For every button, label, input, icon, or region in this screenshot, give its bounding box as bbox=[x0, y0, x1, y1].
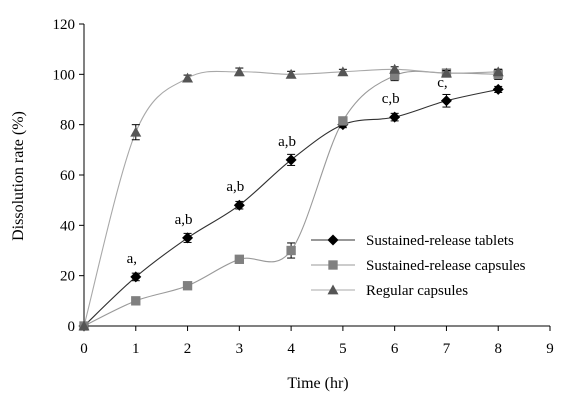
x-tick-label: 9 bbox=[546, 341, 554, 357]
annotation-label: c,b bbox=[382, 91, 400, 107]
annotation-label: a,b bbox=[226, 179, 244, 195]
data-point-0 bbox=[440, 95, 452, 107]
x-tick-label: 6 bbox=[391, 341, 399, 357]
x-tick-label: 2 bbox=[184, 341, 192, 357]
series-line-2 bbox=[83, 68, 499, 327]
legend-label-2: Regular capsules bbox=[366, 283, 468, 299]
data-point-1 bbox=[131, 296, 141, 306]
x-tick-label: 4 bbox=[287, 341, 295, 357]
data-point-1 bbox=[286, 245, 296, 256]
data-point-0 bbox=[233, 199, 245, 211]
legend-marker-2 bbox=[327, 284, 339, 295]
x-tick-label: 1 bbox=[132, 341, 140, 357]
data-point-2 bbox=[285, 68, 297, 79]
legend-marker-0 bbox=[327, 234, 339, 246]
y-axis-title: Dissolution rate (%) bbox=[10, 111, 27, 241]
annotation-label: a, bbox=[127, 251, 137, 267]
axes: 0 20 40 60 80 100 120 0 1 2 3 4 5 6 7 8 9 bbox=[53, 17, 554, 357]
data-point-2 bbox=[389, 63, 401, 74]
legend-label-1: Sustained-release capsules bbox=[366, 258, 526, 274]
data-point-1 bbox=[234, 254, 245, 264]
data-point-1 bbox=[389, 70, 400, 81]
annotation-label: a,b bbox=[278, 134, 296, 150]
y-tick-label: 40 bbox=[60, 218, 75, 234]
x-axis-title: Time (hr) bbox=[287, 375, 348, 392]
y-tick-label: 80 bbox=[60, 118, 75, 134]
annotation-label: c, bbox=[437, 75, 447, 91]
y-tick-label: 20 bbox=[60, 269, 75, 285]
y-tick-label: 100 bbox=[53, 67, 76, 83]
data-point-1 bbox=[338, 116, 348, 126]
x-tick-label: 8 bbox=[494, 341, 502, 357]
data-point-0 bbox=[130, 271, 142, 283]
data-point-2 bbox=[233, 66, 245, 77]
y-tick-label: 0 bbox=[68, 319, 76, 335]
data-point-0 bbox=[389, 111, 401, 123]
annotation-label: a,b bbox=[175, 212, 193, 228]
data-point-2 bbox=[440, 67, 452, 78]
data-point-0 bbox=[492, 83, 504, 95]
data-point-2 bbox=[492, 66, 504, 77]
x-tick-label: 0 bbox=[80, 341, 88, 357]
data-point-0 bbox=[285, 154, 297, 166]
legend: Sustained-release tablets Sustained-relea… bbox=[311, 233, 526, 299]
data-point-2 bbox=[182, 72, 194, 83]
data-point-2 bbox=[78, 320, 90, 331]
data-point-2 bbox=[130, 126, 142, 137]
x-tick-label: 3 bbox=[236, 341, 244, 357]
y-tick-label: 120 bbox=[53, 17, 76, 33]
data-point-1 bbox=[182, 281, 193, 291]
series-marks bbox=[78, 63, 504, 332]
data-point-0 bbox=[182, 232, 194, 244]
legend-label-0: Sustained-release tablets bbox=[366, 233, 514, 249]
y-tick-label: 60 bbox=[60, 168, 75, 184]
x-tick-label: 7 bbox=[443, 341, 451, 357]
legend-marker-1 bbox=[328, 260, 338, 270]
data-point-2 bbox=[337, 66, 349, 77]
annotations: a, a,b a,b a,b c,b c, bbox=[127, 75, 448, 267]
x-tick-label: 5 bbox=[339, 341, 347, 357]
